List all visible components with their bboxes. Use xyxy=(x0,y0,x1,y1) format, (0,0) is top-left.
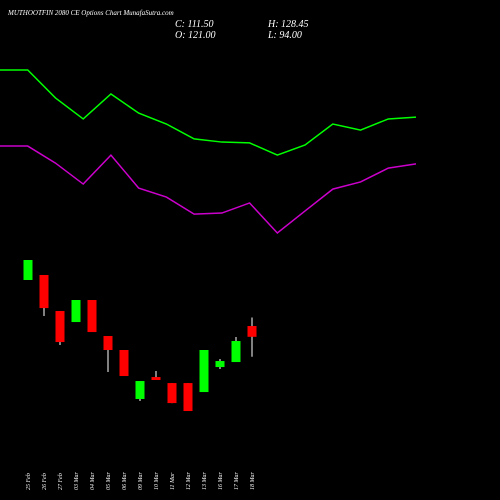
candle-body xyxy=(23,260,33,280)
x-tick-label: 06 Mar xyxy=(122,472,128,490)
candle-body xyxy=(183,383,193,412)
candle-body xyxy=(87,300,97,333)
x-tick-label: 12 Mar xyxy=(186,472,192,490)
chart-title: MUTHOOTFIN 2080 CE Options Chart MunafaS… xyxy=(7,9,174,17)
x-tick-label: 04 Mar xyxy=(89,472,96,490)
ohlc-label: L: 94.00 xyxy=(267,30,302,41)
candle-body xyxy=(151,377,161,380)
candle-body xyxy=(135,381,145,399)
x-tick-label: 27 Feb xyxy=(58,473,64,490)
x-tick-label: 09 Mar xyxy=(138,472,144,490)
candle-body xyxy=(167,383,177,404)
indicator-line xyxy=(0,69,417,156)
x-tick-label: 26 Feb xyxy=(42,473,48,490)
x-tick-label: 13 Mar xyxy=(202,472,208,490)
candle-body xyxy=(231,341,241,363)
x-tick-label: 16 Mar xyxy=(218,472,224,490)
candle-body xyxy=(247,326,257,337)
x-tick-label: 17 Mar xyxy=(234,472,240,490)
candle-body xyxy=(199,350,209,393)
candle-body xyxy=(55,311,65,343)
ohlc-label: H: 128.45 xyxy=(267,19,309,30)
indicator-line xyxy=(0,145,417,235)
candle-body xyxy=(39,275,49,309)
candle-body xyxy=(103,336,113,350)
candle-body xyxy=(71,300,81,323)
ohlc-label: O: 121.00 xyxy=(175,30,216,41)
x-tick-label: 03 Mar xyxy=(74,472,80,490)
x-tick-label: 25 Feb xyxy=(26,473,32,490)
x-tick-label: 18 Mar xyxy=(250,472,256,490)
x-tick-label: 11 Mar xyxy=(170,472,176,490)
x-tick-label: 05 Mar xyxy=(106,472,112,490)
ohlc-label: C: 111.50 xyxy=(175,19,214,30)
candle-body xyxy=(119,350,129,377)
x-tick-label: 10 Mar xyxy=(154,472,160,490)
candle-body xyxy=(215,361,225,368)
